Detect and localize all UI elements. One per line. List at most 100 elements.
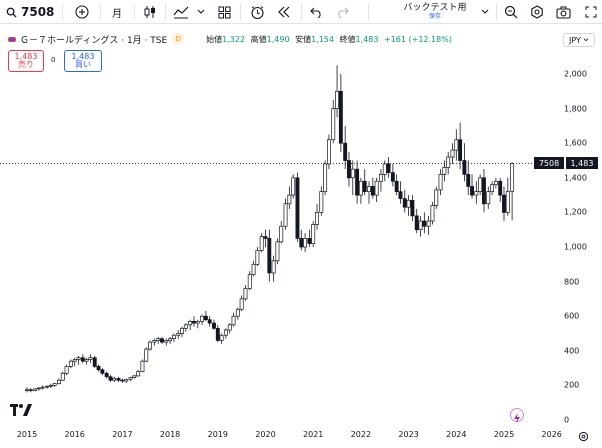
candle xyxy=(60,371,65,382)
candle xyxy=(367,181,371,204)
layout-button[interactable] xyxy=(216,0,232,24)
spread-value: 0 xyxy=(51,56,56,64)
indicators-dropdown[interactable] xyxy=(196,0,206,24)
layout-name: バックテスト用 xyxy=(403,3,467,13)
candle xyxy=(76,355,81,365)
candle xyxy=(470,174,474,199)
open-value: 1,322 xyxy=(222,34,246,44)
candle xyxy=(96,364,101,372)
low-value: 1,154 xyxy=(311,34,334,44)
candle xyxy=(235,307,240,320)
candle xyxy=(275,238,280,265)
candle xyxy=(152,338,157,346)
candle xyxy=(303,233,308,253)
alert-icon xyxy=(250,5,264,19)
time-axis-label: 2022 xyxy=(350,430,372,439)
low-label: 安値 xyxy=(295,34,312,44)
candle xyxy=(212,319,216,331)
alert-button[interactable] xyxy=(248,0,266,24)
candle xyxy=(474,181,479,204)
price-axis-label: 1,200 xyxy=(564,207,587,217)
open-label: 始値 xyxy=(206,34,223,44)
candle xyxy=(335,65,340,118)
candle xyxy=(195,319,200,329)
data-badge[interactable]: D xyxy=(172,33,185,45)
sell-button[interactable]: 1,483 売り xyxy=(8,50,44,72)
layout-dropdown[interactable] xyxy=(480,0,490,24)
chart-type-button[interactable] xyxy=(142,0,158,24)
symbol-search[interactable]: 7508 xyxy=(6,0,54,24)
undo-button[interactable] xyxy=(308,0,324,24)
axis-settings-icon[interactable] xyxy=(578,431,589,442)
time-axis-label: 2015 xyxy=(16,430,38,439)
chevron-down-icon xyxy=(583,38,589,42)
candle xyxy=(203,311,208,322)
quick-search-button[interactable] xyxy=(502,0,520,24)
time-axis-label: 2023 xyxy=(398,430,419,439)
tradingview-logo[interactable] xyxy=(10,404,32,416)
candle xyxy=(183,323,188,332)
candle xyxy=(458,122,463,170)
symbol-title[interactable]: Ｇ－７ホールディングス · 1月 · TSE xyxy=(20,35,168,46)
bolt-icon[interactable] xyxy=(510,408,524,423)
candle xyxy=(25,387,29,393)
candle xyxy=(116,376,121,382)
candle xyxy=(478,174,483,196)
candle xyxy=(450,143,455,164)
candle xyxy=(239,295,244,312)
price-axis-label: 800 xyxy=(564,277,580,287)
candle xyxy=(410,195,415,222)
candle xyxy=(188,319,193,331)
interval-button[interactable]: 月 xyxy=(112,8,122,20)
candle xyxy=(200,314,205,325)
candle xyxy=(231,312,236,327)
redo-button[interactable] xyxy=(334,0,350,24)
time-axis-label: 2018 xyxy=(159,430,181,439)
fullscreen-button[interactable] xyxy=(582,0,600,24)
indicators-button[interactable] xyxy=(172,0,190,24)
candle xyxy=(378,169,383,192)
time-axis-label: 2020 xyxy=(255,430,276,439)
search-icon xyxy=(504,5,518,19)
candle xyxy=(192,316,196,327)
price-axis-label: 1,800 xyxy=(564,104,587,114)
candle xyxy=(48,383,53,388)
fullscreen-icon xyxy=(585,6,597,18)
candle xyxy=(482,169,486,213)
settings-button[interactable] xyxy=(528,0,546,24)
chart-legend: Ｇ－７ホールディングス · 1月 · TSE D 始値1,322 高値1,490… xyxy=(8,32,455,46)
price-axis-label: 2,000 xyxy=(564,69,587,79)
candle xyxy=(243,285,248,301)
compare-button[interactable] xyxy=(72,0,92,24)
candle xyxy=(263,229,268,247)
screenshot-button[interactable] xyxy=(554,0,572,24)
search-icon xyxy=(6,7,17,18)
layout-name-button[interactable]: バックテスト用 保存 xyxy=(380,0,490,24)
candles-icon xyxy=(144,6,155,18)
candle xyxy=(462,143,467,182)
price-axis-label: 1,400 xyxy=(564,173,587,183)
candle xyxy=(227,323,232,334)
candle xyxy=(426,215,431,235)
candle xyxy=(108,375,113,382)
candle xyxy=(57,378,61,385)
time-axis-label: 2025 xyxy=(493,430,515,439)
candle xyxy=(164,338,169,346)
candle xyxy=(112,376,117,382)
price-chart[interactable] xyxy=(0,60,560,430)
candle xyxy=(498,177,503,203)
price-axis-label: 200 xyxy=(564,380,580,390)
settings-icon xyxy=(531,5,543,19)
candle xyxy=(299,229,304,251)
divider xyxy=(62,4,63,20)
high-value: 1,490 xyxy=(266,34,290,44)
currency-selector[interactable]: JPY xyxy=(563,33,595,47)
candle xyxy=(279,221,284,244)
replay-button[interactable] xyxy=(275,0,293,24)
candle xyxy=(36,387,41,391)
candle xyxy=(398,181,403,204)
candle xyxy=(104,371,109,379)
buy-button[interactable]: 1,483 買い xyxy=(64,50,102,72)
price-axis-label: 400 xyxy=(564,346,580,356)
candle xyxy=(88,354,93,363)
